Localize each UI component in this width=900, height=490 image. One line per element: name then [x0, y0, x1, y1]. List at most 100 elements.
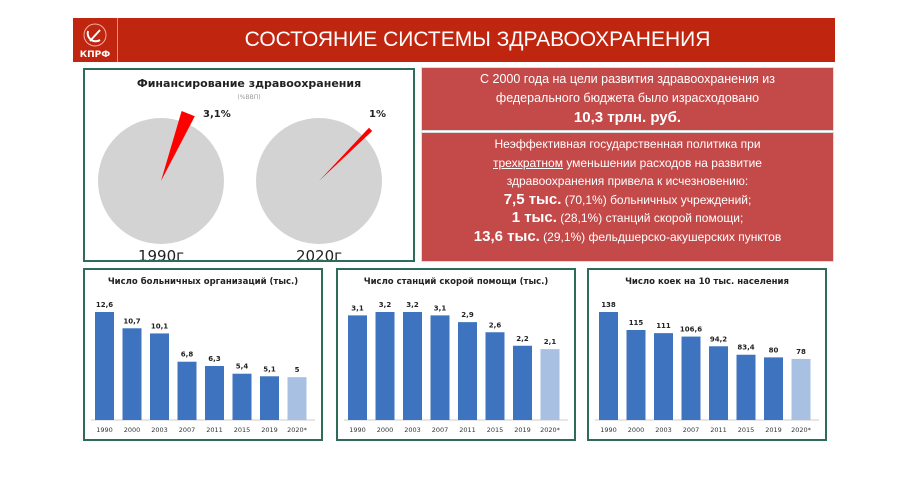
- underlined-text: трехкратном: [493, 155, 563, 170]
- bar: [681, 336, 701, 420]
- bar-value-label: 106,6: [680, 326, 702, 334]
- bar: [430, 315, 450, 420]
- bar-value-label: 80: [769, 346, 779, 354]
- beds-bar-chart: 138 1990 115 2000 111 2003 106,6 2007 94,2 2011 83…: [595, 301, 819, 434]
- loss-amount: 13,6 тыс.: [473, 227, 540, 245]
- x-tick-label: 2007: [683, 426, 700, 434]
- bar-value-label: 3,2: [379, 301, 392, 309]
- bar: [205, 366, 224, 420]
- x-tick-label: 2007: [432, 426, 449, 434]
- x-tick-label: 2003: [151, 426, 168, 434]
- budget-info-box: С 2000 года на цели развития здравоохран…: [421, 67, 834, 131]
- kprf-logo: КПРФ: [73, 18, 118, 62]
- x-tick-label: 2011: [710, 426, 727, 434]
- bar: [764, 357, 783, 420]
- loss-item: 7,5 тыс. (70,1%) больничных учреждений;: [422, 191, 833, 210]
- x-tick-label: 1990: [349, 426, 366, 434]
- info-text: федерального бюджета было израсходовано: [495, 91, 760, 105]
- ambulance-chart-panel: Число станций скорой помощи (тыс.) 3,1 19…: [336, 268, 576, 441]
- bar-value-label: 3,1: [351, 304, 364, 312]
- bar-value-label: 5,4: [236, 363, 249, 371]
- bar-value-label: 2,9: [461, 311, 474, 319]
- bar: [403, 312, 422, 420]
- funding-pie-panel: Финансирование здравоохранения (%ВВП) 3,…: [83, 68, 415, 262]
- bar: [736, 354, 756, 420]
- pie-year-label: 2020г: [296, 247, 342, 260]
- bar-value-label: 5,1: [263, 365, 276, 373]
- bar-value-label: 5: [295, 366, 300, 374]
- bar-value-label: 2,6: [489, 321, 502, 329]
- bar: [260, 376, 279, 420]
- bar-value-label: 83,4: [737, 344, 754, 352]
- bar: [375, 312, 395, 420]
- loss-amount: 7,5 тыс.: [503, 190, 562, 208]
- bar-value-label: 12,6: [96, 301, 113, 309]
- logo-text: КПРФ: [79, 50, 111, 60]
- bar: [791, 358, 811, 420]
- loss-text: фельдшерско-акушерских пунктов: [588, 229, 782, 244]
- x-tick-label: 2020*: [791, 426, 812, 434]
- pie-value-label: 1%: [369, 109, 386, 120]
- x-tick-label: 2020*: [287, 426, 308, 434]
- bar-value-label: 3,2: [406, 301, 419, 309]
- loss-item: 13,6 тыс. (29,1%) фельдшерско-акушерских…: [422, 228, 833, 247]
- x-tick-label: 2003: [655, 426, 672, 434]
- hammer-sickle-icon: [83, 23, 107, 47]
- chart-title: Число станций скорой помощи (тыс.): [363, 277, 549, 287]
- chart-title: Число коек на 10 тыс. населения: [625, 277, 789, 287]
- bar: [485, 332, 505, 420]
- info-text: уменьшении расходов на развитие: [562, 155, 762, 170]
- pie-chart-subtitle: (%ВВП): [237, 94, 261, 101]
- info-text: здравоохранения привела к исчезновению:: [506, 174, 749, 188]
- beds-chart-panel: Число коек на 10 тыс. населения 138 1990 1…: [587, 268, 827, 441]
- info-text: Неэффективная государственная политика п…: [494, 137, 761, 151]
- bar: [177, 361, 197, 420]
- bar: [122, 328, 142, 420]
- hospitals-bar-chart: 12,6 1990 10,7 2000 10,1 2003 6,8 2007 6,3 2011 5,…: [91, 301, 315, 434]
- bar: [654, 333, 673, 420]
- header-bar: [73, 18, 835, 62]
- page-title: СОСТОЯНИЕ СИСТЕМЫ ЗДРАВООХРАНЕНИЯ: [244, 28, 711, 51]
- bar-value-label: 2,1: [544, 338, 557, 346]
- bar: [150, 333, 169, 420]
- loss-pct: (29,1%): [539, 229, 589, 244]
- x-tick-label: 2015: [234, 426, 251, 434]
- pie-slice: [161, 110, 195, 181]
- x-tick-label: 2011: [459, 426, 476, 434]
- x-tick-label: 2019: [261, 426, 278, 434]
- budget-amount: 10,3 трлн. руб.: [573, 109, 682, 126]
- bar: [626, 330, 646, 420]
- x-tick-label: 2015: [738, 426, 755, 434]
- x-tick-label: 2019: [765, 426, 782, 434]
- x-tick-label: 2000: [377, 426, 394, 434]
- loss-pct: (28,1%): [556, 211, 606, 225]
- bar-value-label: 6,3: [208, 355, 221, 363]
- info-text: С 2000 года на цели развития здравоохран…: [480, 72, 775, 86]
- bar: [232, 373, 252, 420]
- bar: [599, 312, 618, 420]
- bar: [458, 322, 477, 420]
- loss-pct: (70,1%): [561, 192, 611, 207]
- bar-value-label: 115: [629, 319, 644, 327]
- policy-info-box: Неэффективная государственная политика п…: [421, 132, 834, 262]
- loss-text: станций скорой помощи;: [605, 211, 744, 225]
- x-tick-label: 2019: [514, 426, 531, 434]
- x-tick-label: 2003: [404, 426, 421, 434]
- x-tick-label: 2000: [124, 426, 141, 434]
- bar: [709, 346, 728, 420]
- bar: [513, 345, 532, 420]
- x-tick-label: 2020*: [540, 426, 561, 434]
- pie-value-label: 3,1%: [203, 109, 231, 120]
- loss-amount: 1 тыс.: [511, 209, 557, 226]
- x-tick-label: 1990: [96, 426, 113, 434]
- bar: [287, 377, 307, 420]
- hospitals-chart-panel: Число больничных организаций (тыс.) 12,6…: [83, 268, 323, 441]
- bar-value-label: 78: [796, 348, 806, 356]
- x-tick-label: 2015: [487, 426, 504, 434]
- pie-chart-title: Финансирование здравоохранения: [136, 77, 362, 90]
- bar: [348, 315, 367, 420]
- bar-value-label: 138: [601, 301, 616, 309]
- ambulance-bar-chart: 3,1 1990 3,2 2000 3,2 2003 3,1 2007 2,9 2011 2,6 20…: [344, 301, 568, 434]
- info-text: трехкратном уменьшении расходов на разви…: [422, 154, 833, 173]
- x-tick-label: 1990: [600, 426, 617, 434]
